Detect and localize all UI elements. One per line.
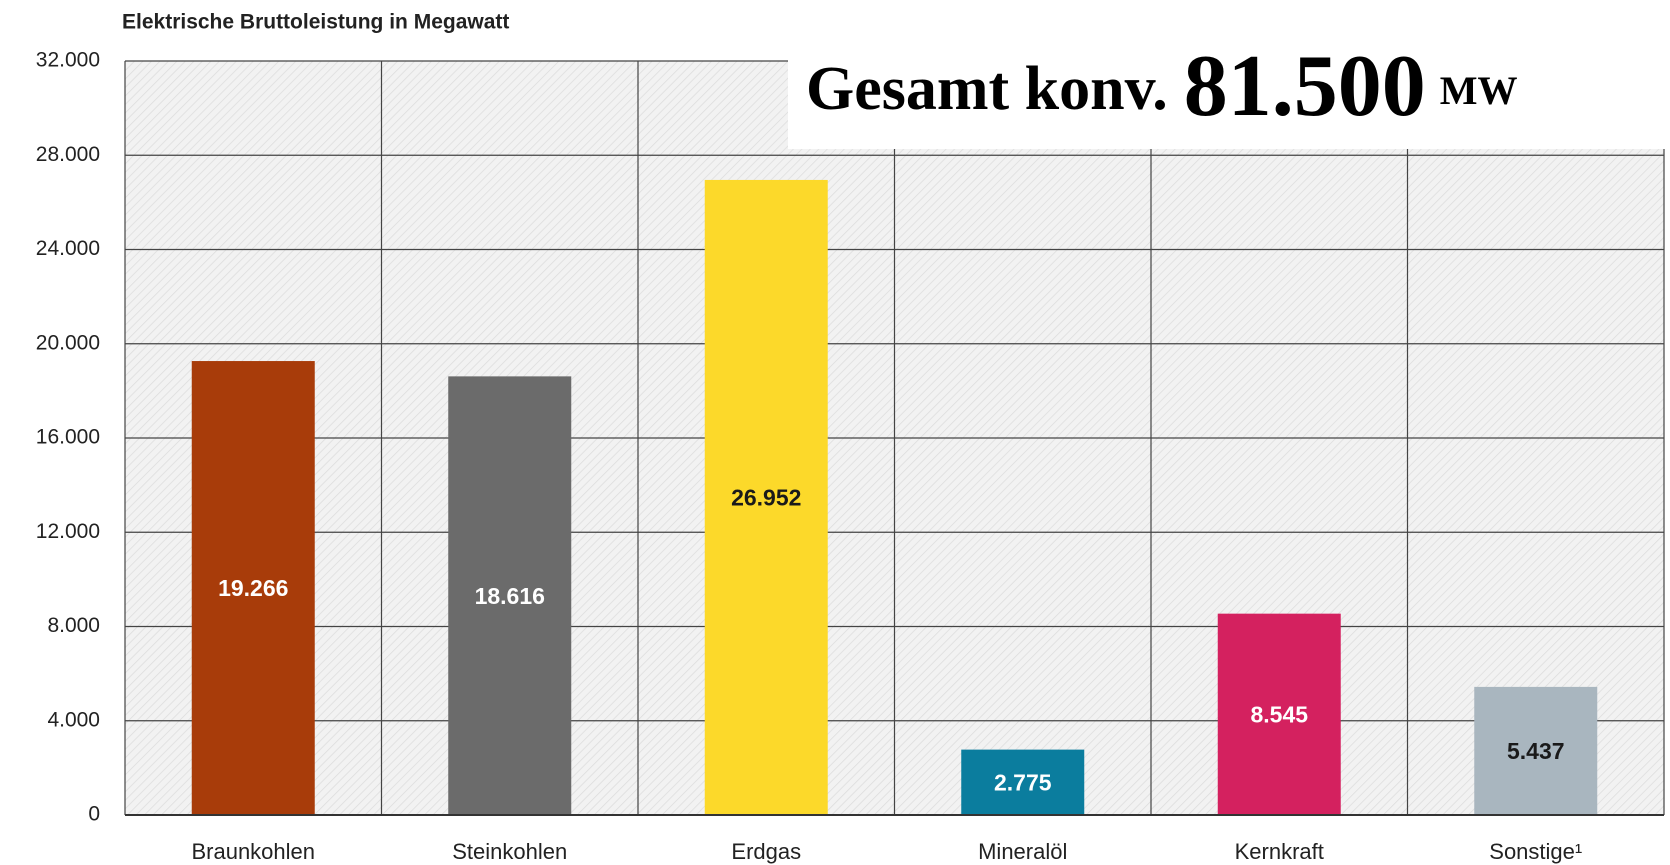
value-label: 19.266 <box>218 575 288 601</box>
annotation-prefix: Gesamt konv. <box>806 55 1168 123</box>
y-tick-label: 4.000 <box>47 708 100 731</box>
x-tick-label: Braunkohlen <box>191 839 315 864</box>
bar <box>1217 613 1341 815</box>
bar <box>191 361 315 815</box>
y-tick-label: 20.000 <box>36 331 100 354</box>
annotation-unit: MW <box>1440 68 1518 113</box>
x-tick-label: Sonstige¹ <box>1489 839 1582 864</box>
value-label: 26.952 <box>731 485 801 511</box>
bar <box>961 749 1085 815</box>
y-tick-label: 8.000 <box>47 614 100 637</box>
chart-title: Elektrische Bruttoleistung in Megawatt <box>122 11 509 34</box>
y-tick-label: 0 <box>88 803 100 826</box>
y-tick-label: 16.000 <box>36 426 100 449</box>
y-tick-label: 28.000 <box>36 143 100 166</box>
value-label: 5.437 <box>1507 738 1565 764</box>
annotation: Gesamt konv. 81.500 MW <box>806 38 1517 135</box>
annotation-box <box>788 59 1670 149</box>
bar <box>448 376 572 815</box>
value-label: 18.616 <box>475 583 545 609</box>
x-tick-label: Kernkraft <box>1235 839 1324 864</box>
x-tick-label: Erdgas <box>731 839 801 864</box>
bar <box>1474 686 1598 815</box>
x-tick-label: Mineralöl <box>978 839 1067 864</box>
x-tick-label: Steinkohlen <box>452 839 567 864</box>
bar <box>704 179 828 816</box>
y-tick-label: 12.000 <box>36 520 100 543</box>
y-tick-label: 32.000 <box>36 49 100 72</box>
y-tick-label: 24.000 <box>36 237 100 260</box>
value-label: 8.545 <box>1250 701 1308 727</box>
value-label: 2.775 <box>994 769 1052 795</box>
annotation-total: 81.500 <box>1184 38 1426 135</box>
